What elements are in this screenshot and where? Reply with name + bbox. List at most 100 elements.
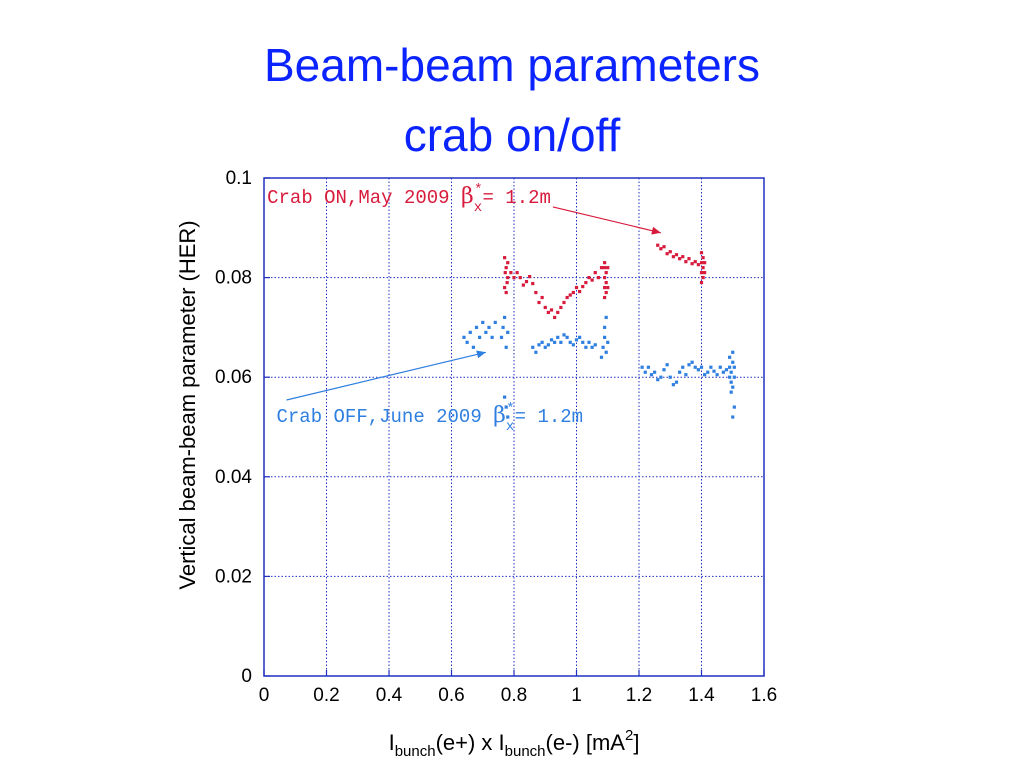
y-tick-label: 0.02 <box>215 566 252 587</box>
data-point-crab-on <box>701 266 705 270</box>
data-point-crab-off <box>732 365 736 369</box>
y-tick-label: 0.08 <box>215 268 252 289</box>
data-point-crab-on <box>701 256 705 260</box>
data-point-crab-on <box>603 266 607 270</box>
data-point-crab-off <box>656 378 660 382</box>
data-point-crab-off <box>471 345 475 349</box>
data-point-crab-off <box>506 415 510 419</box>
slide-title-line-2: crab on/off <box>403 109 621 161</box>
data-point-crab-off <box>712 369 716 373</box>
annotation-crab-off: Crab OFF,June 2009 βx*= 1.2m <box>277 401 584 435</box>
data-point-crab-off <box>474 325 479 329</box>
grid-lines <box>264 178 764 676</box>
data-point-crab-off <box>468 330 472 334</box>
data-point-crab-off <box>649 373 654 377</box>
data-point-crab-off <box>481 320 485 325</box>
y-tick-label: 0.1 <box>226 168 252 189</box>
data-point-crab-on <box>506 276 510 280</box>
data-point-crab-on <box>606 285 610 290</box>
data-point-crab-off <box>506 330 510 334</box>
data-point-crab-off <box>504 405 508 409</box>
data-point-crab-off <box>503 395 507 399</box>
y-tick-label: 0.06 <box>215 367 252 388</box>
data-point-crab-on <box>505 280 509 285</box>
data-point-crab-on <box>549 308 554 312</box>
x-label-sup: 2 <box>625 727 633 744</box>
data-point-crab-on <box>581 284 585 289</box>
data-point-crab-off <box>731 360 735 364</box>
data-point-crab-on <box>671 255 675 259</box>
data-point-crab-off <box>604 350 608 354</box>
data-point-crab-off <box>465 340 469 344</box>
data-point-crab-off <box>501 325 505 329</box>
data-point-crab-off <box>718 365 722 369</box>
data-point-crab-off <box>574 338 579 342</box>
data-point-crab-on <box>693 260 697 264</box>
data-point-crab-on <box>681 255 685 259</box>
data-point-crab-on <box>503 285 507 290</box>
data-point-crab-off <box>671 383 675 387</box>
data-point-crab-off <box>729 370 733 374</box>
x-tick-label: 0.6 <box>438 685 464 706</box>
data-point-crab-off <box>499 335 504 339</box>
x-axis-label: Ibunch(e+) x Ibunch(e-) [mA2] <box>389 727 640 760</box>
annotations: Crab ON,May 2009 βx*= 1.2m Crab OFF,June … <box>267 182 662 435</box>
data-point-crab-off <box>493 320 497 325</box>
data-point-crab-off <box>531 345 535 349</box>
data-point-crab-off <box>590 345 594 349</box>
data-point-crab-off <box>604 315 608 320</box>
data-point-crab-on <box>699 280 704 285</box>
data-point-crab-on <box>696 263 700 267</box>
data-point-crab-on <box>584 280 588 285</box>
data-point-crab-off <box>653 370 657 374</box>
data-point-crab-off <box>690 360 694 364</box>
data-point-crab-on <box>504 290 508 295</box>
data-point-crab-on <box>543 305 547 310</box>
data-point-crab-off <box>601 345 605 349</box>
data-point-crab-off <box>534 350 538 354</box>
slide-title-line-1: Beam-beam parameters <box>264 39 760 91</box>
data-point-crab-on <box>656 243 660 247</box>
data-point-crab-off <box>696 368 700 372</box>
data-point-crab-off <box>706 370 710 374</box>
x-label-sub-2: bunch <box>505 743 546 760</box>
data-point-crab-on <box>503 256 507 260</box>
data-point-crab-off <box>581 340 585 344</box>
data-point-crab-on <box>553 315 557 320</box>
data-point-crab-off <box>640 365 644 369</box>
x-label-sub-1: bunch <box>395 743 436 760</box>
data-point-crab-off <box>662 368 666 372</box>
y-tick-label: 0 <box>241 666 252 687</box>
x-tick-label: 1.6 <box>751 685 777 706</box>
data-point-crab-on <box>662 245 666 249</box>
data-point-crab-off <box>687 363 691 367</box>
data-point-crab-on <box>528 275 532 279</box>
data-point-crab-off <box>684 373 688 377</box>
data-point-crab-on <box>684 260 688 264</box>
data-point-crab-off <box>587 340 591 344</box>
data-point-crab-on <box>503 271 507 275</box>
data-point-crab-off <box>543 345 547 349</box>
data-point-crab-off <box>568 340 572 344</box>
data-point-crab-off <box>731 350 735 354</box>
data-point-crab-on <box>604 271 608 275</box>
data-point-crab-on <box>556 310 560 315</box>
data-point-crab-off <box>729 380 733 384</box>
data-point-crab-on <box>678 257 682 261</box>
data-point-crab-off <box>603 335 607 339</box>
data-point-crab-off <box>584 345 588 349</box>
data-point-crab-on <box>665 252 669 256</box>
data-point-crab-on <box>571 290 575 295</box>
x-label-part-3: (e-) [mA <box>546 730 626 755</box>
data-point-crab-on <box>603 285 607 290</box>
x-label-end: ] <box>633 730 639 755</box>
data-point-crab-on <box>699 251 704 255</box>
data-point-crab-on <box>701 276 705 280</box>
data-point-crab-on <box>504 266 508 270</box>
data-point-crab-on <box>574 285 579 290</box>
data-point-crab-off <box>728 355 732 359</box>
data-point-crab-on <box>559 305 563 310</box>
data-point-crab-off <box>565 335 569 339</box>
x-label-part-1: I <box>389 730 395 755</box>
